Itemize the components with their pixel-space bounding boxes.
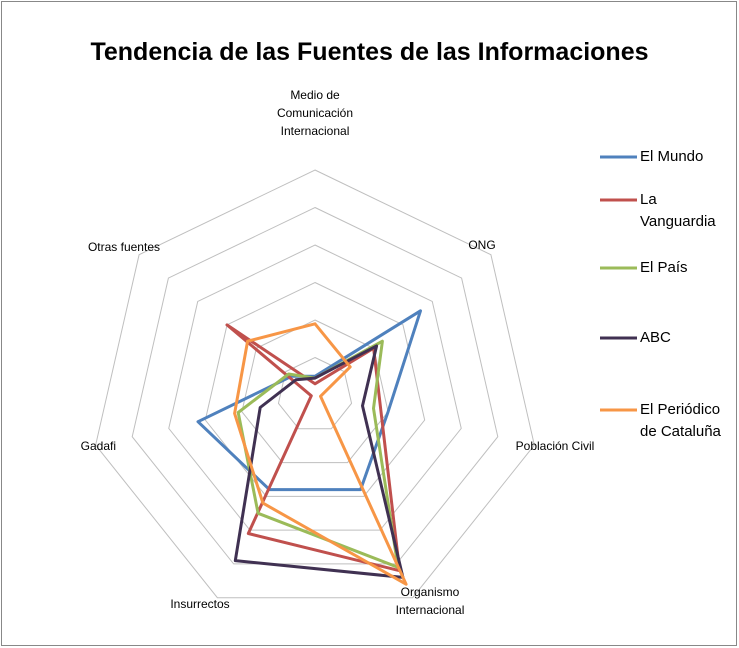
- grid-ring: [204, 281, 426, 497]
- grid-ring: [168, 244, 462, 531]
- axis-label: Otras fuentes: [87, 240, 160, 254]
- axis-label: Medio de Comunicación Internacional: [276, 88, 354, 138]
- axis-label: Insurrectos: [170, 597, 230, 611]
- grid-ring: [131, 206, 499, 565]
- legend-label: El Periódico de Cataluña: [640, 401, 721, 440]
- grid-ring: [95, 169, 535, 599]
- axis-label: Organismo Internacional: [395, 585, 465, 617]
- legend-label: ABC: [640, 329, 671, 346]
- legend-label: La Vanguardia: [640, 191, 716, 230]
- legend-label: El País: [640, 259, 688, 276]
- axis-label: ONG: [468, 238, 496, 252]
- axis-label: Gadafi: [80, 439, 116, 453]
- axis-label: Población Civil: [515, 439, 595, 453]
- legend-label: El Mundo: [640, 148, 704, 165]
- series-line: [233, 344, 405, 579]
- chart-title: Tendencia de las Fuentes de las Informac…: [90, 38, 649, 66]
- series-line: [233, 322, 408, 586]
